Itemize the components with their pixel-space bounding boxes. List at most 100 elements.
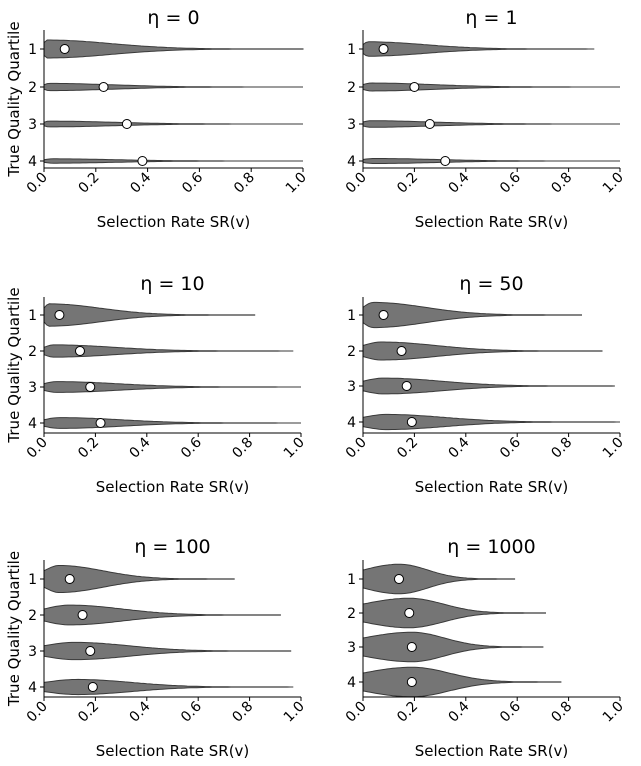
- x-tick-label: 0.4: [127, 434, 154, 461]
- violin-quartile-4: [43, 678, 294, 696]
- y-tick-label: 1: [347, 42, 356, 58]
- median-marker: [87, 682, 98, 692]
- y-tick-label: 4: [28, 416, 37, 432]
- median-marker: [95, 418, 106, 428]
- panel-2: η = 1 1 2 3 40.0 0.2 0.4 0.6 0.8 1.0 Selection Rat…: [343, 7, 627, 231]
- x-tick-label: 0.6: [497, 169, 524, 196]
- x-axis-label: Selection Rate SR(v): [415, 478, 569, 496]
- median-marker: [393, 574, 404, 584]
- panel-title: η = 1000: [447, 536, 535, 558]
- violin-quartile-2: [362, 341, 603, 361]
- y-axis-label: True Quality Quartile: [5, 287, 23, 443]
- y-tick-label: 4: [347, 415, 356, 431]
- x-axis-label: Selection Rate SR(v): [97, 213, 251, 231]
- x-tick-label: 0.2: [394, 435, 421, 462]
- x-tick-label: 1.0: [600, 699, 627, 726]
- median-marker: [121, 119, 132, 129]
- y-tick-label: 2: [347, 80, 356, 96]
- y-tick-label: 3: [347, 117, 356, 133]
- x-tick-label: 1.0: [283, 170, 310, 197]
- violin-quartile-2: [43, 82, 303, 92]
- x-tick-label: 0.8: [548, 435, 575, 462]
- median-marker: [85, 646, 96, 656]
- y-tick-label: 3: [28, 380, 37, 396]
- y-tick-label: 2: [347, 606, 356, 622]
- violin-quartile-3: [362, 631, 544, 663]
- x-tick-label: 0.6: [178, 698, 205, 725]
- violin-quartile-4: [362, 666, 562, 698]
- x-tick-label: 0.8: [229, 435, 256, 462]
- x-tick-label: 0.4: [446, 169, 473, 196]
- violin-quartile-2: [362, 597, 546, 629]
- panel-title: η = 50: [459, 273, 523, 295]
- violin-quartile-4: [362, 413, 620, 431]
- x-tick-label: 0.6: [497, 434, 524, 461]
- median-marker: [440, 156, 451, 166]
- x-tick-label: 0.8: [548, 170, 575, 197]
- y-tick-label: 3: [347, 379, 356, 395]
- violin-quartile-1: [362, 563, 516, 595]
- median-marker: [378, 44, 389, 54]
- panel-6: η = 1000 1 2 3 4 0.0 0.2 0.4 0.6 0.8 1.0 Selection …: [343, 536, 627, 760]
- x-tick-label: 1.0: [600, 435, 627, 462]
- x-tick-label: 0.6: [178, 434, 205, 461]
- y-tick-label: 4: [347, 154, 356, 170]
- y-tick-label: 3: [28, 117, 37, 133]
- x-tick-label: 0.4: [127, 698, 154, 725]
- violin-quartile-2: [362, 82, 620, 92]
- violin-quartile-3: [43, 381, 301, 393]
- y-tick-label: 3: [28, 644, 37, 660]
- violin-quartile-2: [43, 344, 294, 358]
- y-tick-label: 3: [347, 640, 356, 656]
- x-tick-label: 0.4: [446, 434, 473, 461]
- x-tick-label: 0.2: [76, 170, 103, 197]
- y-tick-label: 2: [28, 608, 37, 624]
- x-tick-label: 0.0: [343, 435, 370, 462]
- x-tick-label: 0.0: [343, 699, 370, 726]
- y-axis-label: True Quality Quartile: [5, 21, 23, 177]
- x-tick-label: 0.6: [497, 698, 524, 725]
- violin-quartile-1: [43, 565, 235, 593]
- violin-quartile-1: [43, 303, 256, 327]
- panel-5: η = 100 1 2 3 4 0.0 0.2 0.4 0.6 0.8 1.0 Selection R…: [5, 536, 308, 760]
- panel-title: η = 1: [465, 7, 517, 29]
- median-marker: [378, 310, 389, 320]
- x-tick-label: 0.4: [127, 169, 154, 196]
- median-marker: [404, 608, 415, 618]
- median-marker: [74, 346, 85, 356]
- y-tick-label: 1: [28, 42, 37, 58]
- y-tick-label: 4: [347, 675, 356, 691]
- median-marker: [98, 82, 109, 92]
- violin-quartile-3: [362, 377, 615, 395]
- median-marker: [406, 642, 417, 652]
- panel-title: η = 0: [147, 7, 199, 29]
- y-tick-label: 1: [347, 572, 356, 588]
- x-tick-label: 0.0: [343, 170, 370, 197]
- x-tick-label: 1.0: [281, 435, 308, 462]
- panel-4: η = 50 1 2 3 4 0.0 0.2 0.4 0.6 0.8 1.0 Selection Ra…: [343, 273, 627, 496]
- x-axis-label: Selection Rate SR(v): [96, 742, 250, 760]
- violin-quartile-3: [43, 120, 303, 128]
- violin-quartile-3: [43, 641, 292, 661]
- median-marker: [54, 310, 65, 320]
- x-axis-label: Selection Rate SR(v): [96, 478, 250, 496]
- median-marker: [409, 82, 420, 92]
- y-tick-label: 2: [347, 344, 356, 360]
- violin-quartile-3: [362, 120, 620, 128]
- y-tick-label: 1: [347, 308, 356, 324]
- y-tick-label: 4: [28, 154, 37, 170]
- x-tick-label: 1.0: [600, 170, 627, 197]
- median-marker: [64, 574, 75, 584]
- x-axis-label: Selection Rate SR(v): [415, 213, 569, 231]
- x-tick-label: 0.4: [446, 698, 473, 725]
- x-tick-label: 0.8: [229, 699, 256, 726]
- x-tick-label: 0.2: [394, 699, 421, 726]
- median-marker: [406, 417, 417, 427]
- x-tick-label: 0.0: [24, 435, 51, 462]
- x-tick-label: 0.6: [179, 169, 206, 196]
- panel-title: η = 100: [134, 536, 210, 558]
- violin-quartile-1: [43, 39, 304, 59]
- violin-quartile-4: [43, 417, 301, 429]
- x-tick-label: 0.8: [548, 699, 575, 726]
